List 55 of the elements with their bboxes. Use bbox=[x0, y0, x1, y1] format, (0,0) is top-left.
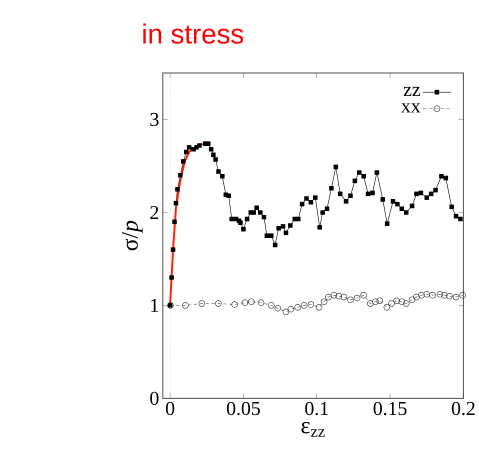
point bbox=[347, 296, 354, 304]
x-tick-label: 0 bbox=[166, 402, 174, 416]
x-tick-label: 0.15 bbox=[374, 402, 407, 416]
point bbox=[408, 296, 416, 304]
point bbox=[393, 298, 400, 304]
point bbox=[340, 294, 348, 300]
y-tick-label: 3 bbox=[150, 113, 159, 126]
point bbox=[372, 298, 379, 306]
point bbox=[282, 308, 290, 316]
point bbox=[388, 300, 395, 307]
point bbox=[316, 304, 322, 311]
point bbox=[367, 300, 374, 307]
point bbox=[446, 293, 453, 300]
point bbox=[294, 304, 301, 311]
point bbox=[242, 300, 248, 306]
legend-label: zz bbox=[404, 87, 420, 96]
point bbox=[308, 301, 314, 308]
point bbox=[384, 304, 390, 311]
point bbox=[320, 298, 328, 306]
y-axis-title: σ/p bbox=[122, 221, 143, 251]
point bbox=[452, 294, 460, 300]
point bbox=[288, 306, 294, 313]
point bbox=[336, 293, 342, 300]
chart-title: in stress bbox=[143, 24, 244, 44]
point bbox=[300, 302, 308, 309]
point bbox=[215, 300, 222, 307]
point bbox=[198, 300, 206, 307]
point bbox=[398, 298, 406, 306]
point bbox=[436, 291, 444, 298]
point bbox=[423, 291, 430, 298]
x-tick-label: 0.2 bbox=[452, 402, 475, 416]
x-tick-label: 0.05 bbox=[226, 402, 260, 416]
point bbox=[354, 294, 360, 302]
point bbox=[268, 302, 275, 309]
x-axis-title: ε$_{zz}$ bbox=[301, 422, 325, 437]
y-tick-label: 2 bbox=[150, 206, 158, 220]
y-tick-label: 0 bbox=[150, 392, 159, 406]
point bbox=[325, 294, 332, 300]
point bbox=[402, 300, 410, 307]
point bbox=[258, 300, 264, 306]
y-tick-label: 1 bbox=[151, 299, 158, 312]
point bbox=[248, 298, 255, 306]
point bbox=[274, 305, 281, 312]
point bbox=[376, 298, 384, 304]
point bbox=[459, 292, 466, 299]
point bbox=[418, 292, 425, 299]
point bbox=[330, 292, 338, 299]
point bbox=[231, 301, 238, 308]
point bbox=[413, 294, 420, 300]
point bbox=[441, 292, 448, 299]
x-tick-label: 0.1 bbox=[305, 402, 328, 416]
point bbox=[429, 292, 436, 299]
point bbox=[182, 302, 189, 309]
point bbox=[360, 292, 367, 299]
legend-label: xx bbox=[401, 104, 420, 113]
